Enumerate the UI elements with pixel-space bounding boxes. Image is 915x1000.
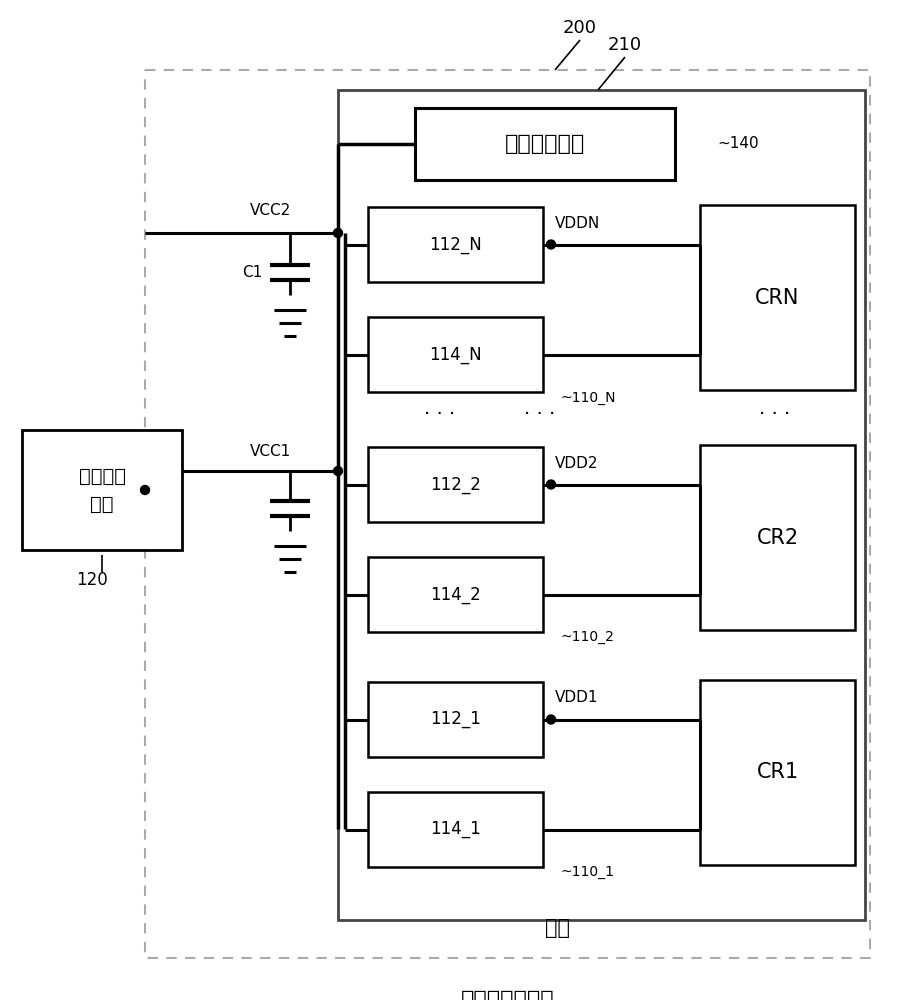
Text: 120: 120	[76, 571, 108, 589]
Text: 设备: 设备	[91, 494, 113, 514]
Text: 114_1: 114_1	[430, 820, 481, 838]
Text: VCC1: VCC1	[250, 444, 291, 459]
Text: 112_2: 112_2	[430, 476, 481, 493]
Bar	[368, 317, 543, 392]
Text: 210: 210	[608, 36, 642, 54]
Bar	[368, 447, 543, 522]
Bar	[368, 207, 543, 282]
Text: VDD1: VDD1	[555, 690, 598, 706]
Circle shape	[546, 480, 555, 489]
Text: ~110_1: ~110_1	[560, 865, 614, 879]
Bar	[358, 670, 653, 880]
Text: ~140: ~140	[717, 136, 759, 151]
Text: 第一电源: 第一电源	[79, 466, 125, 486]
Text: CR1: CR1	[757, 762, 799, 782]
Text: 112_1: 112_1	[430, 710, 481, 728]
Bar	[22, 430, 182, 550]
Text: 114_N: 114_N	[429, 346, 482, 363]
Bar	[368, 682, 543, 757]
Bar	[358, 435, 653, 645]
Bar	[700, 680, 855, 865]
Circle shape	[333, 466, 342, 476]
Text: 芯片（或封装）: 芯片（或封装）	[460, 990, 554, 1000]
Bar	[415, 108, 675, 180]
Text: · · ·: · · ·	[759, 406, 791, 424]
Circle shape	[546, 715, 555, 724]
Text: 200: 200	[563, 19, 597, 37]
Circle shape	[546, 240, 555, 249]
Bar	[145, 70, 870, 958]
Text: 晶粒: 晶粒	[545, 918, 570, 938]
Text: ~110_2: ~110_2	[560, 630, 614, 644]
Text: CRN: CRN	[755, 288, 800, 308]
Bar	[368, 557, 543, 632]
Text: VDDN: VDDN	[555, 216, 600, 231]
Bar	[350, 105, 765, 900]
Circle shape	[333, 229, 342, 237]
Bar	[700, 205, 855, 390]
Text: 114_2: 114_2	[430, 585, 481, 603]
Text: 第二电源设备: 第二电源设备	[505, 134, 585, 154]
Text: CR2: CR2	[757, 528, 799, 548]
Text: VDD2: VDD2	[555, 456, 598, 471]
Bar	[338, 90, 865, 920]
Text: C1: C1	[242, 265, 262, 280]
Text: ~110_N: ~110_N	[560, 391, 616, 405]
Circle shape	[141, 486, 149, 494]
Bar	[358, 195, 653, 405]
Bar	[700, 445, 855, 630]
Text: 112_N: 112_N	[429, 235, 482, 253]
Text: · · ·: · · ·	[524, 406, 555, 424]
Bar	[368, 792, 543, 867]
Text: · · ·: · · ·	[425, 406, 456, 424]
Text: VCC2: VCC2	[250, 203, 291, 218]
